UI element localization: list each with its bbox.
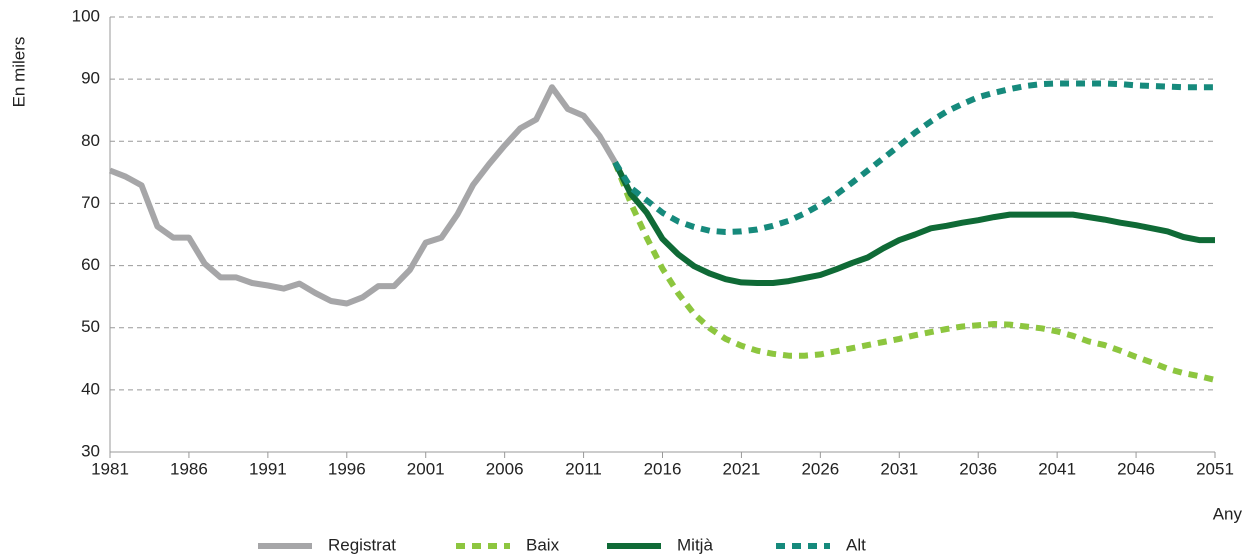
y-axis-label: En milers bbox=[9, 37, 28, 108]
x-tick-label: 2021 bbox=[723, 459, 761, 478]
y-tick-label: 70 bbox=[81, 193, 100, 212]
series-line bbox=[108, 84, 618, 307]
x-tick-label: 2011 bbox=[565, 459, 602, 478]
x-tick-label: 1996 bbox=[328, 459, 366, 478]
x-tick-label: 2006 bbox=[486, 459, 524, 478]
x-axis-label: Any bbox=[1213, 504, 1243, 523]
x-tick-label: 1986 bbox=[170, 459, 208, 478]
y-tick-label: 90 bbox=[81, 69, 100, 88]
y-tick-label: 30 bbox=[81, 441, 100, 460]
x-tick-label: 1991 bbox=[249, 459, 287, 478]
x-tick-label: 2031 bbox=[880, 459, 918, 478]
legend-label: Registrat bbox=[328, 535, 396, 554]
x-tick-label: 2041 bbox=[1038, 459, 1076, 478]
x-tick-label: 1981 bbox=[91, 459, 129, 478]
legend-label: Alt bbox=[846, 535, 866, 554]
x-tick-label: 2026 bbox=[801, 459, 839, 478]
y-tick-label: 60 bbox=[81, 255, 100, 274]
x-tick-label: 2046 bbox=[1117, 459, 1155, 478]
legend-label: Baix bbox=[526, 535, 560, 554]
x-tick-label: 2036 bbox=[959, 459, 997, 478]
x-tick-label: 2051 bbox=[1196, 459, 1234, 478]
series-line bbox=[612, 80, 1215, 235]
series-line bbox=[612, 161, 1215, 286]
y-tick-label: 80 bbox=[81, 131, 100, 150]
x-tick-label: 2016 bbox=[644, 459, 682, 478]
y-tick-label: 100 bbox=[72, 6, 100, 25]
x-tick-label: 2001 bbox=[407, 459, 445, 478]
y-tick-label: 40 bbox=[81, 379, 100, 398]
series-line bbox=[612, 161, 1216, 383]
legend-label: Mitjà bbox=[677, 535, 713, 554]
y-tick-label: 50 bbox=[81, 317, 100, 336]
